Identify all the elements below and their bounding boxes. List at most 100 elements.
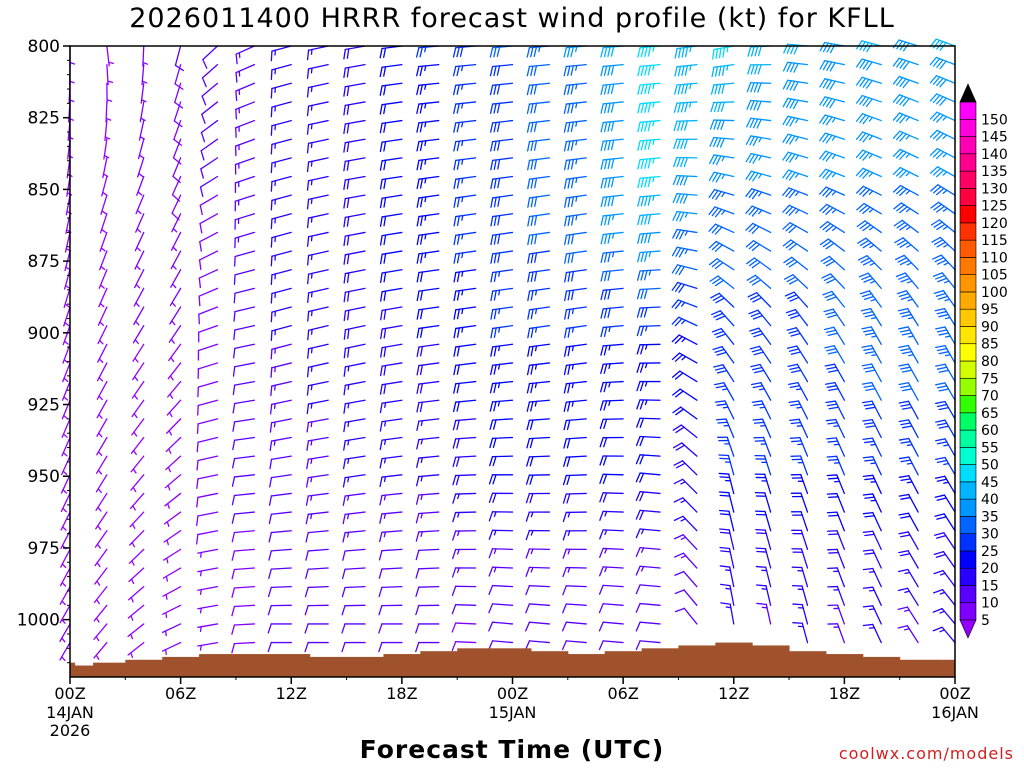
wind-barb <box>750 328 771 344</box>
wind-barb <box>381 307 402 320</box>
wind-barb <box>930 39 955 50</box>
wind-barb <box>934 552 955 568</box>
wind-barb <box>748 293 771 307</box>
wind-barb <box>168 382 181 399</box>
wind-barb <box>199 326 218 342</box>
wind-barb <box>344 326 365 340</box>
wind-barb <box>526 586 549 595</box>
colorbar-swatch <box>960 119 976 136</box>
wind-barb <box>862 364 881 382</box>
wind-barb <box>235 214 254 229</box>
wind-barb <box>862 327 881 344</box>
wind-barb <box>491 158 513 170</box>
wind-barb <box>786 310 807 326</box>
wind-barb <box>417 83 439 94</box>
surface-terrain-layer <box>70 643 956 677</box>
wind-barb <box>638 177 660 188</box>
colorbar-swatch <box>960 378 976 395</box>
wind-barb <box>600 474 623 483</box>
wind-barb <box>638 214 660 225</box>
wind-barb <box>490 65 512 76</box>
wind-barb <box>164 531 181 545</box>
wind-barb <box>172 232 181 250</box>
wind-barb <box>636 641 660 650</box>
wind-barb <box>638 121 660 132</box>
terrain-segment <box>162 657 199 677</box>
wind-barb <box>527 456 550 466</box>
wind-barb <box>898 626 918 643</box>
wind-barb <box>935 514 955 531</box>
wind-barb <box>674 516 696 530</box>
wind-barb <box>601 102 623 113</box>
wind-barb <box>528 195 550 207</box>
wind-barb <box>308 344 328 358</box>
wind-barb <box>234 307 254 321</box>
colorbar-swatch <box>960 223 976 240</box>
wind-barb <box>236 139 255 155</box>
wind-barb <box>453 419 475 430</box>
colorbar-swatch <box>960 465 976 482</box>
colorbar-swatch <box>960 551 976 568</box>
wind-barb <box>788 364 807 381</box>
wind-barb <box>308 270 328 284</box>
wind-barb <box>936 327 955 344</box>
wind-barb <box>825 364 844 381</box>
wind-barb <box>490 438 513 448</box>
wind-barb <box>893 58 918 69</box>
wind-barb <box>672 300 697 309</box>
wind-barb <box>381 288 402 301</box>
colorbar-swatch <box>960 137 976 154</box>
wind-barb <box>308 363 329 377</box>
wind-barb <box>65 270 70 289</box>
wind-barb <box>308 102 329 116</box>
wind-barb <box>198 363 217 378</box>
wind-barb <box>674 102 696 112</box>
wind-barb <box>528 139 550 151</box>
wind-barb <box>893 149 918 159</box>
wind-barb <box>380 493 402 504</box>
wind-barb <box>307 419 328 432</box>
wind-barb <box>747 275 770 288</box>
wind-barb <box>859 273 881 288</box>
wind-barb <box>131 493 144 509</box>
x-date-label: 14JAN <box>46 703 94 722</box>
x-date-label: 2026 <box>50 721 91 740</box>
wind-barb <box>526 604 550 613</box>
wind-barb <box>898 309 918 326</box>
wind-barb <box>826 419 844 437</box>
wind-barb <box>344 363 365 376</box>
wind-barb <box>380 83 402 95</box>
wind-barb <box>896 273 918 288</box>
wind-barb <box>61 512 70 530</box>
colorbar-swatch <box>960 240 976 257</box>
wind-barb <box>528 326 550 338</box>
wind-barb <box>863 531 881 549</box>
wind-barb <box>601 46 623 57</box>
wind-barb <box>934 590 955 606</box>
wind-barb <box>564 475 587 485</box>
wind-barb <box>756 530 771 550</box>
wind-barb <box>563 586 586 595</box>
wind-barb <box>783 152 808 162</box>
wind-barb <box>720 566 733 587</box>
wind-barb <box>197 512 218 525</box>
wind-barb <box>198 549 218 557</box>
wind-barb <box>269 512 291 523</box>
wind-barb <box>565 139 587 151</box>
y-tick-label: 1000 <box>17 611 60 631</box>
wind-barb <box>134 288 144 306</box>
wind-barb <box>863 606 881 624</box>
wind-barb <box>674 121 697 131</box>
wind-barb <box>746 171 771 181</box>
wind-barb <box>102 177 107 196</box>
wind-barb <box>344 382 365 395</box>
wind-barb <box>308 307 328 321</box>
wind-barb <box>167 419 181 435</box>
wind-barb <box>601 307 623 318</box>
y-tick-label: 975 <box>28 539 60 559</box>
wind-barb <box>785 275 808 289</box>
wind-barb <box>747 118 771 128</box>
wind-barb <box>344 419 365 432</box>
wind-barb <box>565 326 587 338</box>
wind-barb <box>232 549 254 560</box>
